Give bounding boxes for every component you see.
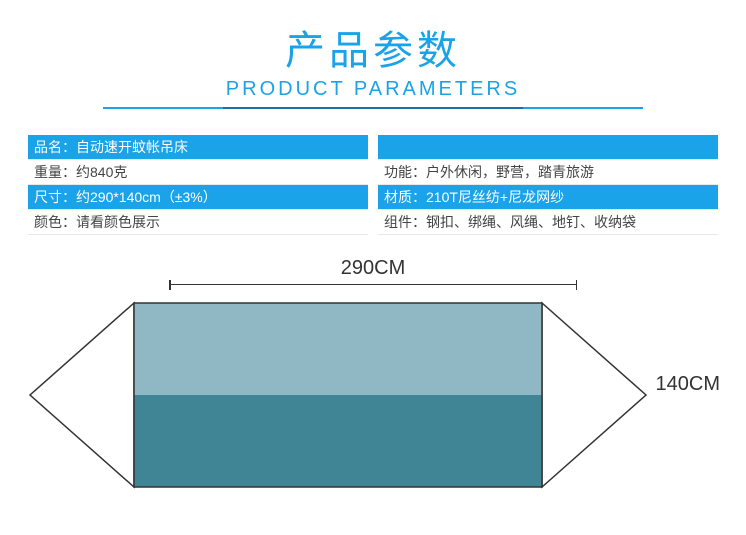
spec-row: 品名：自动速开蚊帐吊床 <box>28 135 368 160</box>
spec-label: 材质： <box>384 187 426 207</box>
spec-value: 钢扣、绑绳、风绳、地钉、收纳袋 <box>426 212 636 232</box>
spec-value: 自动速开蚊帐吊床 <box>76 137 188 157</box>
title-underline <box>0 107 746 109</box>
spec-label: 功能： <box>384 162 426 182</box>
spec-value: 约290*140cm（±3%） <box>76 187 217 207</box>
spec-label: 组件： <box>384 212 426 232</box>
hammock-svg <box>28 295 648 495</box>
spec-label: 重量： <box>34 162 76 182</box>
spec-value: 约840克 <box>76 162 127 182</box>
spec-row: 功能：户外休闲，野营，踏青旅游 <box>378 160 718 185</box>
spec-value: 210T尼丝纺+尼龙网纱 <box>426 187 564 207</box>
spec-label: 品名： <box>34 137 76 157</box>
hammock-shape: 140CM <box>28 295 718 495</box>
spec-table: 品名：自动速开蚊帐吊床重量：约840克尺寸：约290*140cm（±3%）颜色：… <box>28 135 718 235</box>
spec-row: 重量：约840克 <box>28 160 368 185</box>
spec-row: 尺寸：约290*140cm（±3%） <box>28 185 368 210</box>
spec-row <box>378 135 718 160</box>
title-chinese: 产品参数 <box>0 18 746 76</box>
spec-value: 户外休闲，野营，踏青旅游 <box>426 162 594 182</box>
header: 产品参数 PRODUCT PARAMETERS <box>0 0 746 109</box>
spec-col-right: 功能：户外休闲，野营，踏青旅游材质：210T尼丝纺+尼龙网纱组件：钢扣、绑绳、风… <box>378 135 718 235</box>
spec-row: 组件：钢扣、绑绳、风绳、地钉、收纳袋 <box>378 210 718 235</box>
width-label: 290CM <box>28 257 718 280</box>
spec-row: 材质：210T尼丝纺+尼龙网纱 <box>378 185 718 210</box>
height-label: 140CM <box>656 373 720 396</box>
spec-row: 颜色：请看颜色展示 <box>28 210 368 235</box>
spec-col-left: 品名：自动速开蚊帐吊床重量：约840克尺寸：约290*140cm（±3%）颜色：… <box>28 135 368 235</box>
width-dimension-bar <box>169 284 577 286</box>
spec-label: 颜色： <box>34 212 76 232</box>
spec-value: 请看颜色展示 <box>76 212 160 232</box>
spec-label: 尺寸： <box>34 187 76 207</box>
title-english: PRODUCT PARAMETERS <box>0 78 746 101</box>
dimension-diagram: 290CM 140CM <box>28 257 718 496</box>
